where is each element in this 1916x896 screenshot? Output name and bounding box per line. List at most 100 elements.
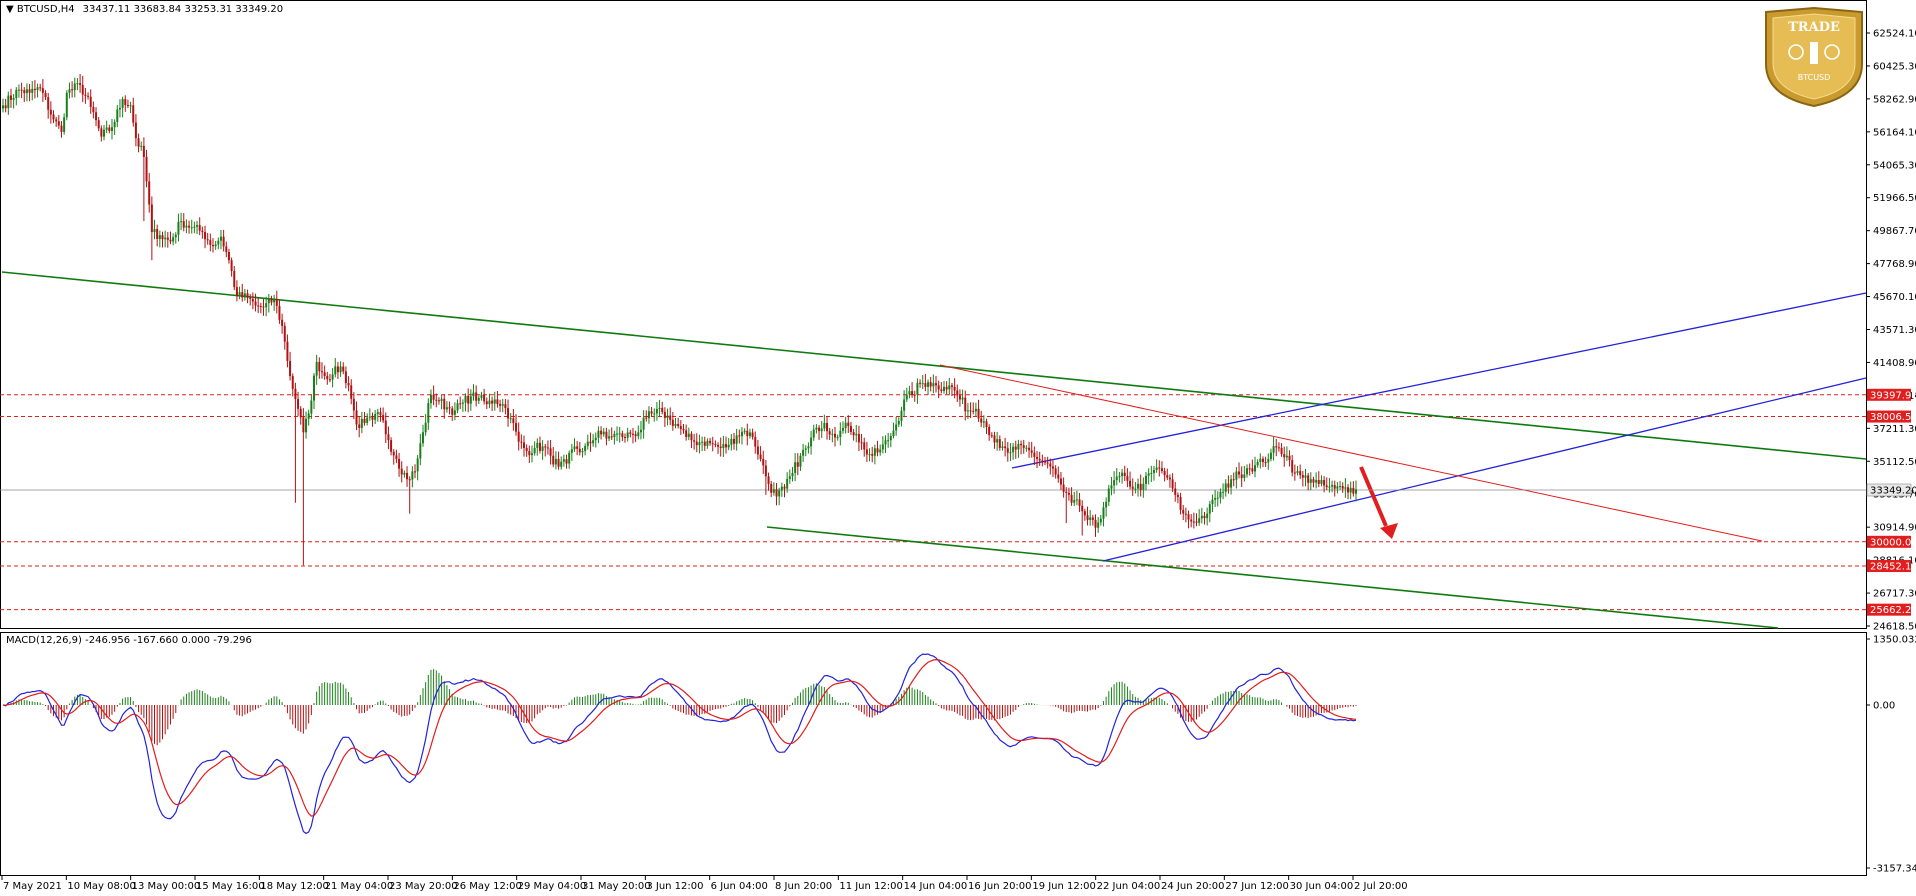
candle [1126, 468, 1129, 488]
price-tick-label: 30914.90 [1873, 523, 1916, 534]
candle [411, 466, 414, 488]
candle [7, 91, 10, 115]
price-tick-label: 41408.90 [1873, 358, 1916, 369]
candle [562, 454, 565, 467]
collapse-arrow-icon[interactable]: ▼ [6, 4, 17, 15]
candle [1152, 466, 1155, 481]
candle [113, 119, 116, 135]
candle [23, 87, 26, 102]
candle [403, 470, 406, 478]
candle [222, 229, 225, 252]
price-tick-label: 45670.10 [1873, 292, 1916, 303]
candle [150, 196, 153, 261]
candle [1285, 446, 1288, 462]
candle [211, 238, 214, 253]
candle [653, 408, 656, 422]
candle [1283, 446, 1286, 467]
candle [1198, 509, 1201, 526]
candle [190, 219, 193, 234]
candle [477, 395, 480, 404]
candle [363, 412, 366, 426]
candle [406, 466, 409, 487]
candle [1299, 464, 1302, 480]
candle [334, 358, 337, 378]
candle [701, 436, 704, 452]
ohlc-values: 33437.11 33683.84 33253.31 33349.20 [83, 4, 283, 15]
candle [206, 232, 209, 245]
candle [937, 380, 940, 399]
candle [395, 449, 398, 464]
candle [374, 410, 377, 425]
candle [39, 83, 42, 92]
candle [860, 433, 863, 450]
candle [873, 444, 876, 465]
candle [12, 94, 15, 109]
candle [1203, 512, 1206, 525]
candle [847, 415, 850, 433]
candle [698, 434, 701, 454]
candle [55, 116, 58, 127]
candle [169, 231, 172, 245]
candle [1336, 482, 1339, 494]
candle [887, 432, 890, 448]
candle [650, 406, 653, 418]
price-tick-label: 56164.10 [1873, 127, 1916, 138]
candle [366, 413, 369, 426]
candle [863, 437, 866, 457]
time-tick-label: 7 May 2021 [3, 881, 62, 892]
candle [504, 398, 507, 415]
time-tick-label: 27 Jun 12:00 [1225, 881, 1289, 892]
candle [443, 394, 446, 419]
candle [1248, 463, 1251, 476]
candle [520, 434, 523, 449]
candle [544, 443, 547, 457]
candle [958, 389, 961, 407]
time-tick-label: 18 May 12:00 [260, 881, 329, 892]
candle [677, 417, 680, 429]
candle [15, 87, 18, 106]
candle [302, 408, 305, 566]
candle [278, 299, 281, 324]
candle [475, 385, 478, 407]
candle [424, 414, 427, 436]
price-tick-label: 54065.30 [1873, 160, 1916, 171]
candle [41, 79, 44, 102]
candle [791, 466, 794, 482]
candle [642, 410, 645, 439]
price-tick-label: 43571.30 [1873, 325, 1916, 336]
candle [836, 434, 839, 441]
candle [71, 81, 74, 98]
candle [320, 362, 323, 379]
candle [352, 392, 355, 420]
candle [530, 445, 533, 463]
price-tick-label: 37211.30 [1873, 424, 1916, 435]
candle [857, 425, 860, 452]
candle [1219, 488, 1222, 504]
time-tick-label: 13 May 00:00 [132, 881, 201, 892]
candle [1176, 492, 1179, 504]
candle [756, 439, 759, 460]
time-tick-label: 31 May 20:00 [582, 881, 651, 892]
candle [754, 431, 757, 454]
candle [459, 396, 462, 410]
candle [89, 89, 92, 114]
candle [1182, 504, 1185, 521]
candle [166, 232, 169, 248]
candle [47, 92, 50, 119]
time-tick-label: 6 Jun 04:00 [711, 881, 768, 892]
candle [28, 83, 31, 102]
candle [429, 389, 432, 409]
candle [360, 411, 363, 434]
candle [964, 390, 967, 421]
candle [671, 412, 674, 431]
candle [1222, 483, 1225, 500]
candle [440, 395, 443, 410]
candle [1339, 480, 1342, 490]
time-tick-label: 16 Jun 20:00 [968, 881, 1032, 892]
candle [1054, 465, 1057, 479]
candle [1137, 478, 1140, 497]
candle [347, 376, 350, 392]
candle [241, 283, 244, 302]
candle [953, 378, 956, 399]
candle [65, 90, 68, 121]
